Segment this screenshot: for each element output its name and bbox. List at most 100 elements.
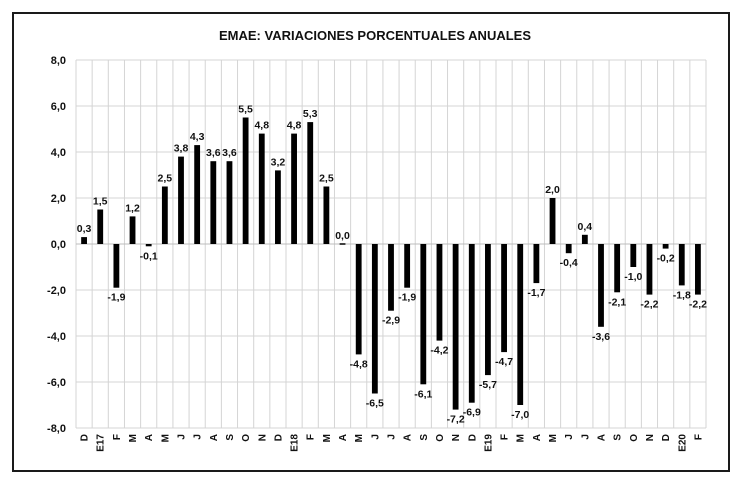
- x-tick-label: F: [693, 434, 704, 440]
- x-tick-label: J: [177, 434, 188, 440]
- bar: [145, 244, 152, 247]
- data-label: 2,5: [319, 173, 334, 185]
- x-tick-label: S: [419, 434, 430, 441]
- data-label: -0,1: [140, 250, 158, 262]
- data-label: 5,5: [238, 104, 253, 116]
- bar: [420, 244, 427, 385]
- x-tick-label: J: [193, 434, 204, 440]
- bar: [307, 122, 314, 244]
- bar: [291, 133, 297, 244]
- y-axis-tick-labels: 8,0 6,0 4,0 2,0 0,0 -2,0 -4,0 -6,0 -8,0: [47, 55, 66, 435]
- bar: [339, 243, 346, 245]
- bar: [323, 186, 330, 244]
- bar: [97, 209, 104, 244]
- bar: [194, 145, 201, 244]
- x-tick-label: M: [354, 434, 365, 442]
- data-label: -6,1: [414, 388, 432, 400]
- bar: [468, 244, 475, 403]
- bar: [695, 244, 701, 295]
- data-label: 2,5: [158, 173, 173, 185]
- data-label: -6,5: [366, 398, 384, 410]
- data-label: 3,8: [174, 143, 189, 155]
- x-tick-label: A: [144, 434, 155, 441]
- data-label: -5,7: [479, 379, 497, 391]
- bar: [404, 244, 411, 288]
- bar: [258, 133, 265, 244]
- data-label: -0,4: [560, 257, 578, 269]
- bar: [581, 234, 588, 244]
- x-tick-label: E17: [96, 434, 107, 452]
- data-label: -2,2: [640, 299, 658, 311]
- y-tick-label: 0,0: [51, 239, 66, 251]
- data-label: 4,3: [190, 131, 205, 143]
- data-label: -7,2: [447, 414, 465, 426]
- bar: [275, 170, 281, 244]
- bar: [565, 244, 572, 254]
- data-label: -3,6: [592, 331, 610, 343]
- x-tick-label: N: [257, 434, 268, 441]
- data-label: -4,2: [430, 345, 448, 357]
- bar: [678, 244, 685, 286]
- bar: [501, 244, 507, 353]
- x-tick-label: F: [500, 434, 511, 440]
- data-labels: 0,31,5-1,91,2-0,12,53,84,33,6 3,65,54,83,…: [77, 104, 707, 426]
- bar: [371, 244, 378, 394]
- x-tick-label: D: [467, 434, 478, 441]
- bar: [226, 161, 233, 244]
- x-axis-tick-labels: D E17 F M A M J J A S O N D E18 F M A M J J A S O N D E19 F M A M J J A S…: [80, 434, 705, 452]
- bar: [662, 244, 669, 249]
- x-tick-label: S: [613, 434, 624, 441]
- x-tick-label: D: [80, 434, 91, 441]
- y-tick-label: -4,0: [47, 331, 66, 343]
- x-tick-label: E20: [677, 434, 688, 452]
- x-tick-label: J: [564, 434, 575, 440]
- y-tick-label: 2,0: [51, 193, 66, 205]
- y-tick-label: 4,0: [51, 147, 66, 159]
- data-label: -4,7: [495, 356, 513, 368]
- x-tick-label: M: [160, 434, 171, 442]
- bars: [81, 117, 701, 410]
- bar: [630, 244, 637, 267]
- x-tick-label: S: [225, 434, 236, 441]
- data-label: 0,0: [335, 230, 350, 242]
- data-label: -2,2: [689, 299, 707, 311]
- x-tick-label: A: [209, 434, 220, 441]
- data-label: -1,9: [398, 292, 416, 304]
- x-tick-label: N: [451, 434, 462, 441]
- x-tick-label: M: [322, 434, 333, 442]
- bar: [452, 244, 459, 410]
- data-label: -1,0: [624, 271, 642, 283]
- x-tick-label: A: [403, 434, 414, 441]
- data-label: -1,9: [107, 292, 125, 304]
- bar: [598, 244, 604, 327]
- x-tick-label: F: [112, 434, 123, 440]
- x-tick-label: M: [516, 434, 527, 442]
- chart-title: EMAE: VARIACIONES PORCENTUALES ANUALES: [219, 28, 531, 43]
- data-label: -4,8: [350, 358, 368, 370]
- y-tick-label: -2,0: [47, 285, 66, 297]
- x-tick-label: O: [241, 434, 252, 442]
- bar: [614, 244, 621, 293]
- data-label: -7,0: [511, 409, 529, 421]
- data-label: -1,7: [527, 287, 545, 299]
- x-tick-label: D: [273, 434, 284, 441]
- data-label: 4,8: [254, 120, 269, 132]
- y-tick-label: -6,0: [47, 377, 66, 389]
- y-tick-label: 6,0: [51, 101, 66, 113]
- x-tick-label: M: [128, 434, 139, 442]
- bar: [549, 198, 556, 244]
- bar: [517, 244, 524, 405]
- data-label: -2,1: [608, 296, 626, 308]
- bar: [242, 117, 249, 244]
- y-tick-label: 8,0: [51, 55, 66, 67]
- x-tick-label: J: [370, 434, 381, 440]
- x-tick-label: E18: [290, 434, 301, 452]
- x-tick-label: A: [338, 434, 349, 441]
- gridlines: [75, 59, 707, 429]
- x-tick-label: M: [548, 434, 559, 442]
- y-tick-label: -8,0: [47, 423, 66, 435]
- data-label: -0,2: [657, 253, 675, 265]
- x-tick-label: A: [597, 434, 608, 441]
- data-label: -6,9: [463, 407, 481, 419]
